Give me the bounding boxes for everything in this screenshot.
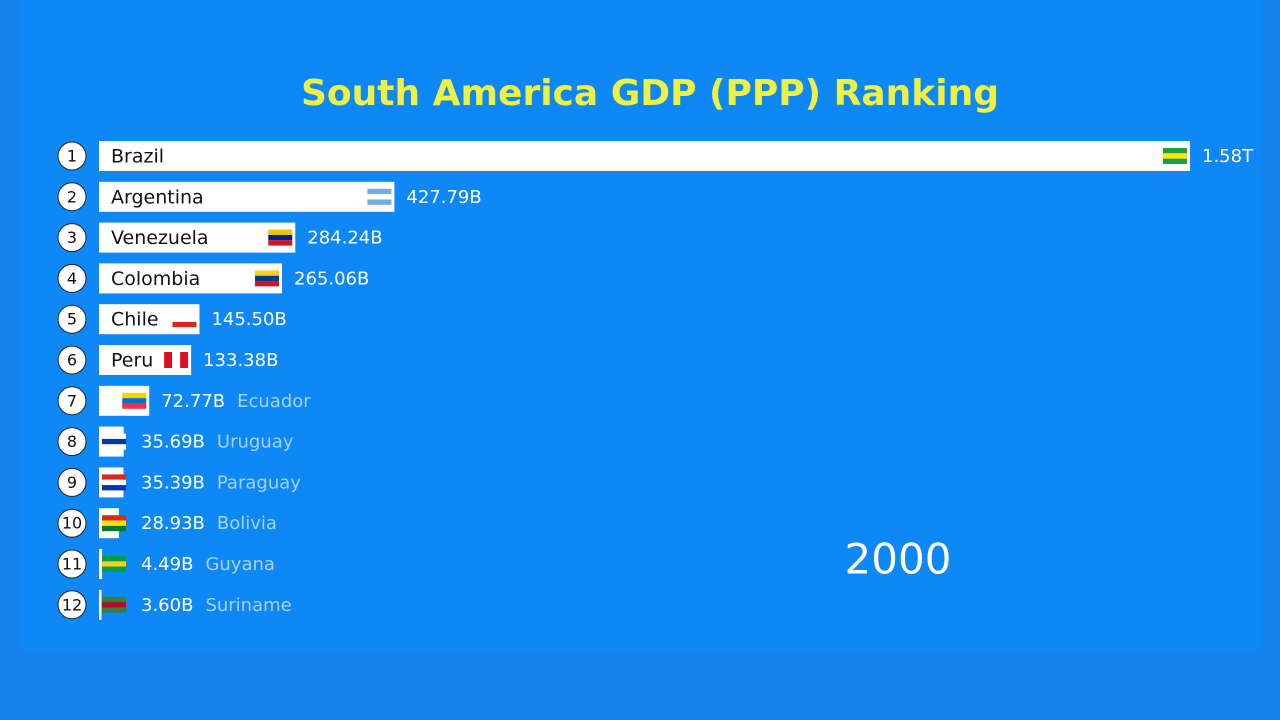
flag-stripe [102,444,126,450]
flag-stripe [255,275,280,282]
flag-stripe [1163,158,1187,164]
rank-badge [57,345,87,375]
category-label: Chile [111,309,159,331]
rank-badge [57,141,87,171]
flag-stripe [172,316,197,322]
value-label: 28.93B [141,513,205,534]
rank-badge [57,263,87,293]
bar [99,181,395,212]
category-label: Uruguay [217,432,294,453]
flag-stripe [122,398,147,404]
flag-stripe [172,352,181,368]
rank-label: 5 [67,310,77,329]
rank-badge [57,182,87,212]
rank-badge [57,467,87,497]
rank-label: 10 [62,514,82,533]
flag-stripe [102,596,126,603]
flag-stripe [102,485,126,491]
value-label: 427.79B [406,187,481,208]
value-label: 284.24B [307,228,382,249]
chart-title: South America GDP (PPP) Ranking [301,73,999,114]
flag-stripe [1163,153,1187,159]
flag-stripe [102,566,126,572]
flag-stripe [268,240,293,246]
bar [99,222,296,253]
category-label: Bolivia [217,513,277,534]
flag-stripe [164,352,173,368]
flag-stripe [122,403,147,409]
value-label: 133.38B [203,350,278,371]
flag-stripe [172,311,197,317]
flag-stripe [1163,148,1187,154]
flag-stripe [268,229,293,235]
flag-stripe [102,474,126,480]
flag-stripe [102,561,126,567]
flag-stripe [172,321,197,328]
rank-label: 7 [67,391,77,410]
value-label: 145.50B [211,309,286,330]
panel [22,0,1262,650]
category-label: Peru [111,350,153,372]
rank-badge [57,427,87,457]
value-label: 35.69B [141,432,205,453]
rank-label: 12 [62,595,82,614]
rank-label: 1 [67,147,77,166]
value-label: 265.06B [294,268,369,289]
flag-stripe [255,281,280,287]
category-label: Paraguay [217,472,301,493]
rank-label: 3 [67,228,77,247]
rank-badge [57,223,87,253]
rank-label: 8 [67,432,77,451]
rank-badge [57,549,87,579]
flag-stripe [367,199,392,205]
value-label: 4.49B [141,554,193,575]
flag-stripe [367,194,392,200]
value-label: 35.39B [141,472,205,493]
rank-label: 6 [67,351,77,370]
flag-stripe [180,352,189,368]
flag-stripe [102,515,126,521]
category-label: Argentina [111,186,204,208]
category-label: Colombia [111,268,200,290]
value-label: 3.60B [141,595,193,616]
rank-badge [57,304,87,334]
flag-stripe [102,607,126,613]
category-label: Guyana [205,554,274,575]
flag-stripe [102,556,126,562]
category-label: Brazil [111,146,164,168]
rank-label: 9 [67,473,77,492]
value-label: 72.77B [161,391,225,412]
rank-badge [57,590,87,620]
bar [99,549,103,579]
flag-stripe [102,525,126,532]
bar [99,263,283,294]
value-label: 1.58T [1202,146,1254,167]
flag-stripe [102,433,126,439]
category-label: Suriname [205,595,291,616]
flag-stripe [102,602,126,608]
flag-stripe [122,392,147,399]
flag-stripe [268,234,293,241]
year-label: 2000 [845,535,952,584]
rank-badge [57,508,87,538]
rank-label: 11 [62,555,82,574]
flag-stripe [367,188,392,195]
category-label: Venezuela [111,227,209,249]
flag-stripe [102,479,126,486]
rank-label: 4 [67,269,77,288]
flag-stripe [102,520,126,526]
rank-badge [57,386,87,416]
category-label: Ecuador [237,391,311,412]
flag-stripe [255,270,280,276]
flag-stripe [102,438,126,445]
bar [99,589,102,620]
bar [99,141,1190,171]
rank-label: 2 [67,187,77,206]
